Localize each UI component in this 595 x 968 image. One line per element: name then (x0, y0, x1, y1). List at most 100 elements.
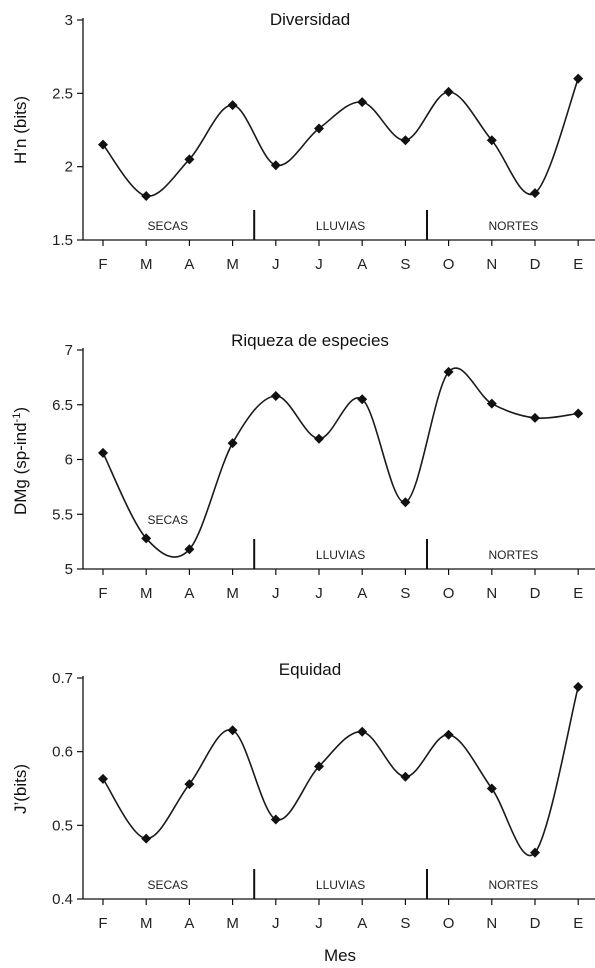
chart-panel-3: Equidad J’(bits) 0.4 0.5 0.6 0.7 F M A M J J A S O N D E S… (11, 660, 595, 932)
x-tick-label: J (315, 915, 323, 932)
chart-panel-2: Riqueza de especies DMg (sp-ind-1) 5 5.5 6 6.… (11, 331, 595, 602)
y-axis-label: J’(bits) (11, 764, 30, 814)
data-point-j-5 (314, 761, 324, 772)
x-tick-label: S (400, 256, 410, 273)
x-tick-label: J (315, 585, 323, 602)
x-tick-label: S (400, 915, 410, 932)
x-tick-label: N (486, 915, 497, 932)
series-line (102, 78, 579, 197)
data-point-o-8 (443, 729, 454, 740)
y-axis-label-sup: -1 (11, 413, 23, 423)
data-point-m-1 (141, 533, 152, 544)
data-point-m-3 (227, 100, 238, 111)
data-point-e-11 (573, 73, 584, 84)
data-point-a-6 (357, 726, 368, 737)
y-tick-label: 6 (65, 452, 73, 469)
x-tick-label: E (573, 256, 583, 273)
series-line (102, 686, 579, 857)
x-tick-label: F (98, 585, 107, 602)
season-label-lluvias: LLUVIAS (316, 548, 365, 562)
data-point-s-7 (400, 497, 411, 508)
x-tick-label: A (184, 915, 194, 932)
y-axis-label: H’n (bits) (11, 96, 30, 164)
data-point-e-11 (573, 681, 584, 692)
data-point-j-4 (270, 814, 281, 825)
x-tick-label: N (486, 585, 497, 602)
x-tick-label: D (530, 915, 541, 932)
x-tick-label: A (357, 256, 367, 273)
x-tick-label: E (573, 585, 583, 602)
data-point-j-4 (270, 160, 281, 171)
x-tick-label: M (140, 585, 153, 602)
x-tick-label: J (272, 585, 280, 602)
x-tick-label: J (272, 915, 280, 932)
data-point-m-1 (141, 191, 152, 201)
season-label-nortes: NORTES (489, 548, 539, 562)
y-tick-label: 0.7 (52, 670, 73, 687)
y-tick-label: 1.5 (52, 232, 73, 249)
chart-title: Equidad (279, 660, 341, 679)
x-tick-label: D (530, 585, 541, 602)
x-tick-label: M (140, 915, 153, 932)
data-point-j-4 (270, 390, 281, 401)
x-tick-label: N (486, 256, 497, 273)
data-point-d-10 (530, 188, 540, 199)
data-point-f-0 (98, 773, 108, 784)
data-point-d-10 (530, 412, 540, 423)
season-label-lluvias: LLUVIAS (316, 878, 365, 892)
x-tick-label: O (443, 585, 455, 602)
data-point-f-0 (98, 139, 108, 150)
y-tick-label: 0.6 (52, 744, 73, 761)
y-tick-label: 0.4 (52, 891, 73, 908)
chart-title: Diversidad (270, 10, 350, 29)
x-tick-label: O (443, 256, 455, 273)
x-tick-label: D (530, 256, 541, 273)
season-label-lluvias: LLUVIAS (316, 219, 365, 233)
x-tick-label: A (357, 585, 367, 602)
y-axis-label: DMg (sp-ind-1) (11, 407, 30, 515)
season-label-secas: SECAS (147, 878, 188, 892)
season-label-secas: SECAS (147, 219, 188, 233)
x-tick-label: F (98, 915, 107, 932)
x-tick-label: J (272, 256, 280, 273)
data-point-s-7 (400, 135, 411, 146)
data-point-a-2 (184, 544, 195, 555)
x-axis-label: Mes (324, 946, 356, 965)
data-point-a-6 (357, 97, 368, 108)
data-point-m-3 (227, 725, 238, 736)
y-tick-label: 2 (65, 159, 73, 176)
chart-title: Riqueza de especies (231, 331, 389, 350)
data-point-f-0 (98, 447, 108, 458)
data-point-a-2 (184, 779, 195, 790)
season-label-secas: SECAS (147, 513, 188, 527)
data-point-d-10 (530, 847, 540, 858)
x-tick-label: F (98, 256, 107, 273)
x-tick-label: A (357, 915, 367, 932)
x-tick-label: O (443, 915, 455, 932)
x-tick-label: S (400, 585, 410, 602)
data-point-j-5 (314, 123, 324, 134)
data-point-n-9 (486, 135, 497, 146)
chart-panel-1: Diversidad H’n (bits) 1.5 2 2.5 3 F M A M J J A S O N D E… (11, 10, 595, 273)
y-axis-label-main: H’n (bits) (11, 96, 30, 164)
x-tick-label: M (140, 256, 153, 273)
season-label-nortes: NORTES (489, 219, 539, 233)
data-point-a-2 (184, 154, 195, 165)
y-tick-label: 2.5 (52, 85, 73, 102)
data-point-m-3 (227, 438, 238, 449)
data-point-o-8 (443, 86, 454, 97)
x-tick-label: M (226, 256, 239, 273)
data-point-j-5 (314, 433, 324, 444)
x-tick-label: A (184, 585, 194, 602)
data-point-n-9 (486, 783, 497, 794)
data-point-a-6 (357, 394, 368, 405)
x-tick-label: A (184, 256, 194, 273)
data-point-o-8 (443, 366, 454, 377)
y-tick-label: 0.5 (52, 817, 73, 834)
y-axis-label-main: DMg (sp-ind (11, 422, 30, 515)
x-tick-label: E (573, 915, 583, 932)
y-tick-label: 7 (65, 342, 73, 359)
data-point-e-11 (573, 408, 584, 419)
data-point-n-9 (486, 398, 497, 409)
